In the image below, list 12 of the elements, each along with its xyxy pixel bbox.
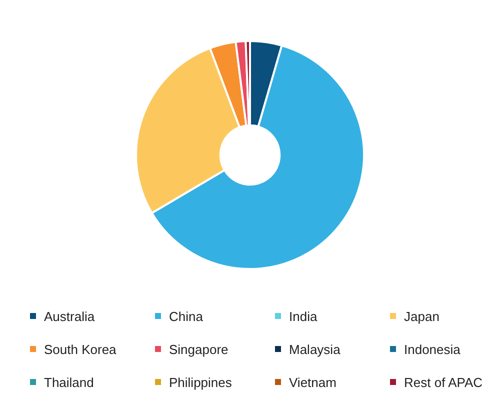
legend-label: South Korea — [43, 340, 118, 358]
legend-label: Japan — [403, 308, 440, 326]
legend-label: Malaysia — [288, 340, 342, 359]
legend-label: Rest of APAC — [403, 374, 484, 392]
legend-label: Philippines — [168, 374, 233, 392]
legend-label: Indonesia — [403, 340, 462, 358]
legend-label: India — [288, 308, 318, 326]
legend-label: China — [168, 308, 204, 326]
legend-label: Australia — [43, 308, 96, 326]
legend-label: Vietnam — [288, 374, 338, 392]
legend-label: Thailand — [43, 374, 95, 392]
legend-label: Singapore — [168, 340, 230, 359]
